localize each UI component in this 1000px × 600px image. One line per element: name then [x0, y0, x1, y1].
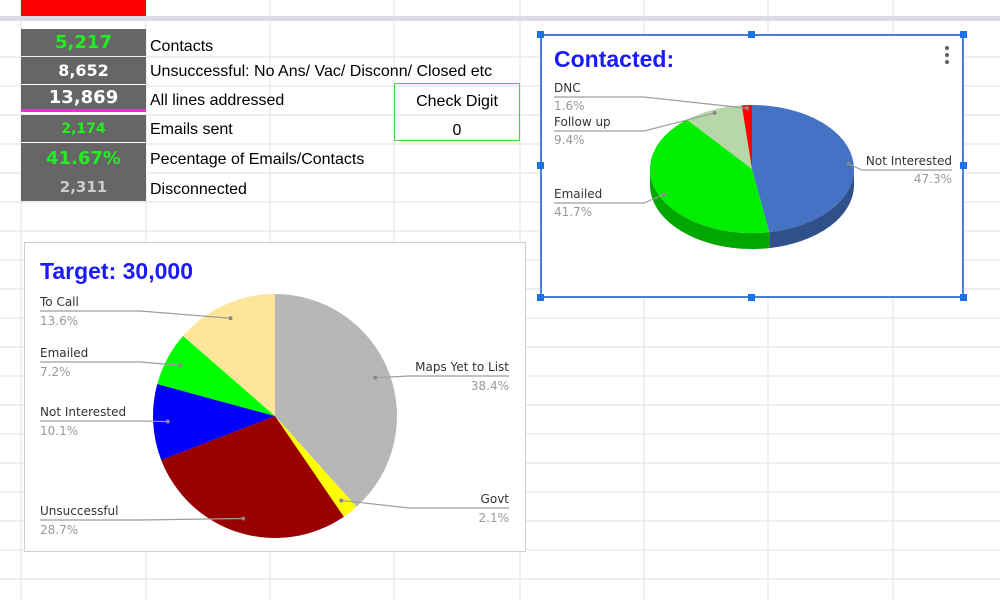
contacted-label-value: 9.4% — [554, 133, 585, 147]
resize-handle-bottom-right[interactable] — [960, 294, 967, 301]
contacted-label-name: Follow up — [554, 115, 611, 129]
target-label-value: 7.2% — [40, 365, 71, 379]
target-label-value: 38.4% — [471, 379, 509, 393]
target-slice-to-call[interactable] — [183, 294, 275, 416]
target-label-name: To Call — [39, 295, 79, 309]
target-pie-svg: Maps Yet to List 38.4% Govt 2.1% Unsuccessfu… — [39, 294, 510, 538]
contacted-label-value: 41.7% — [554, 205, 592, 219]
resize-handle-left[interactable] — [537, 162, 544, 169]
kpi-unsuccessful-value[interactable]: 8,652 — [21, 57, 146, 84]
kpi-contacts-value[interactable]: 5,217 — [21, 29, 146, 56]
target-label-name: Govt — [481, 492, 510, 506]
resize-handle-top-right[interactable] — [960, 31, 967, 38]
resize-handle-right[interactable] — [960, 162, 967, 169]
target-label-value: 2.1% — [479, 511, 510, 525]
target-label-name: Emailed — [40, 346, 88, 360]
contacted-slice-follow-up[interactable] — [686, 105, 752, 169]
target-slice-maps-yet-to-list[interactable] — [275, 294, 397, 507]
contacted-chart-title: Contacted: — [554, 46, 675, 72]
target-label-value: 10.1% — [40, 424, 78, 438]
kpi-disconnected-value[interactable]: 2,311 — [21, 173, 146, 201]
target-slice-govt[interactable] — [275, 416, 357, 517]
target-pie-chart[interactable]: Target: 30,000 Maps Yet to List 38.4% Govt… — [24, 242, 526, 552]
contacted-slice-dnc[interactable] — [741, 105, 752, 169]
resize-handle-bottom-left[interactable] — [537, 294, 544, 301]
contacted-pie-chart[interactable]: Contacted: Not Interested 47.3% Emailed 41.… — [540, 34, 964, 298]
kpi-contacts-label[interactable]: Contacts — [150, 38, 214, 55]
target-label-name: Maps Yet to List — [415, 360, 509, 374]
check-digit-label: Check Digit — [416, 93, 498, 110]
target-label-name: Not Interested — [40, 405, 126, 419]
target-label-name: Unsuccessful — [40, 504, 119, 518]
check-digit-value: 0 — [452, 122, 462, 139]
kpi-emails-label[interactable]: Emails sent — [150, 121, 233, 138]
frozen-row-divider[interactable] — [0, 16, 1000, 21]
resize-handle-top-left[interactable] — [537, 31, 544, 38]
contacted-pie-svg: Not Interested 47.3% Emailed 41.7% Follow up… — [554, 81, 952, 250]
contacted-slice-emailed[interactable] — [650, 119, 770, 233]
contacted-label-name: Not Interested — [866, 154, 952, 168]
kpi-emails-value[interactable]: 2,174 — [21, 115, 146, 142]
chart-menu-icon[interactable] — [943, 44, 951, 68]
target-slice-emailed[interactable] — [157, 335, 275, 416]
contacted-slice-not-interested[interactable] — [752, 105, 854, 233]
kpi-percentage-value[interactable]: 41.67% — [21, 143, 146, 173]
resize-handle-bottom[interactable] — [748, 294, 755, 301]
contacted-label-name: DNC — [554, 81, 581, 95]
red-header-cell[interactable] — [21, 0, 146, 16]
kpi-lines-value[interactable]: 13,869 — [21, 85, 146, 112]
target-label-value: 28.7% — [40, 523, 78, 537]
target-chart-title: Target: 30,000 — [40, 258, 193, 284]
target-slice-unsuccessful[interactable] — [161, 416, 344, 538]
contacted-label-value: 47.3% — [914, 172, 952, 186]
contacted-label-name: Emailed — [554, 187, 602, 201]
target-slice-not-interested[interactable] — [153, 384, 275, 460]
kpi-percentage-label[interactable]: Pecentage of Emails/Contacts — [150, 151, 365, 168]
resize-handle-top[interactable] — [748, 31, 755, 38]
kpi-unsuccessful-label[interactable]: Unsuccessful: No Ans/ Vac/ Disconn/ Clos… — [150, 63, 493, 80]
kpi-disconnected-label[interactable]: Disconnected — [150, 181, 247, 198]
contacted-label-value: 1.6% — [554, 99, 585, 113]
kpi-lines-label[interactable]: All lines addressed — [150, 92, 285, 109]
target-label-value: 13.6% — [40, 314, 78, 328]
check-digit-box[interactable]: Check Digit 0 — [394, 83, 520, 141]
